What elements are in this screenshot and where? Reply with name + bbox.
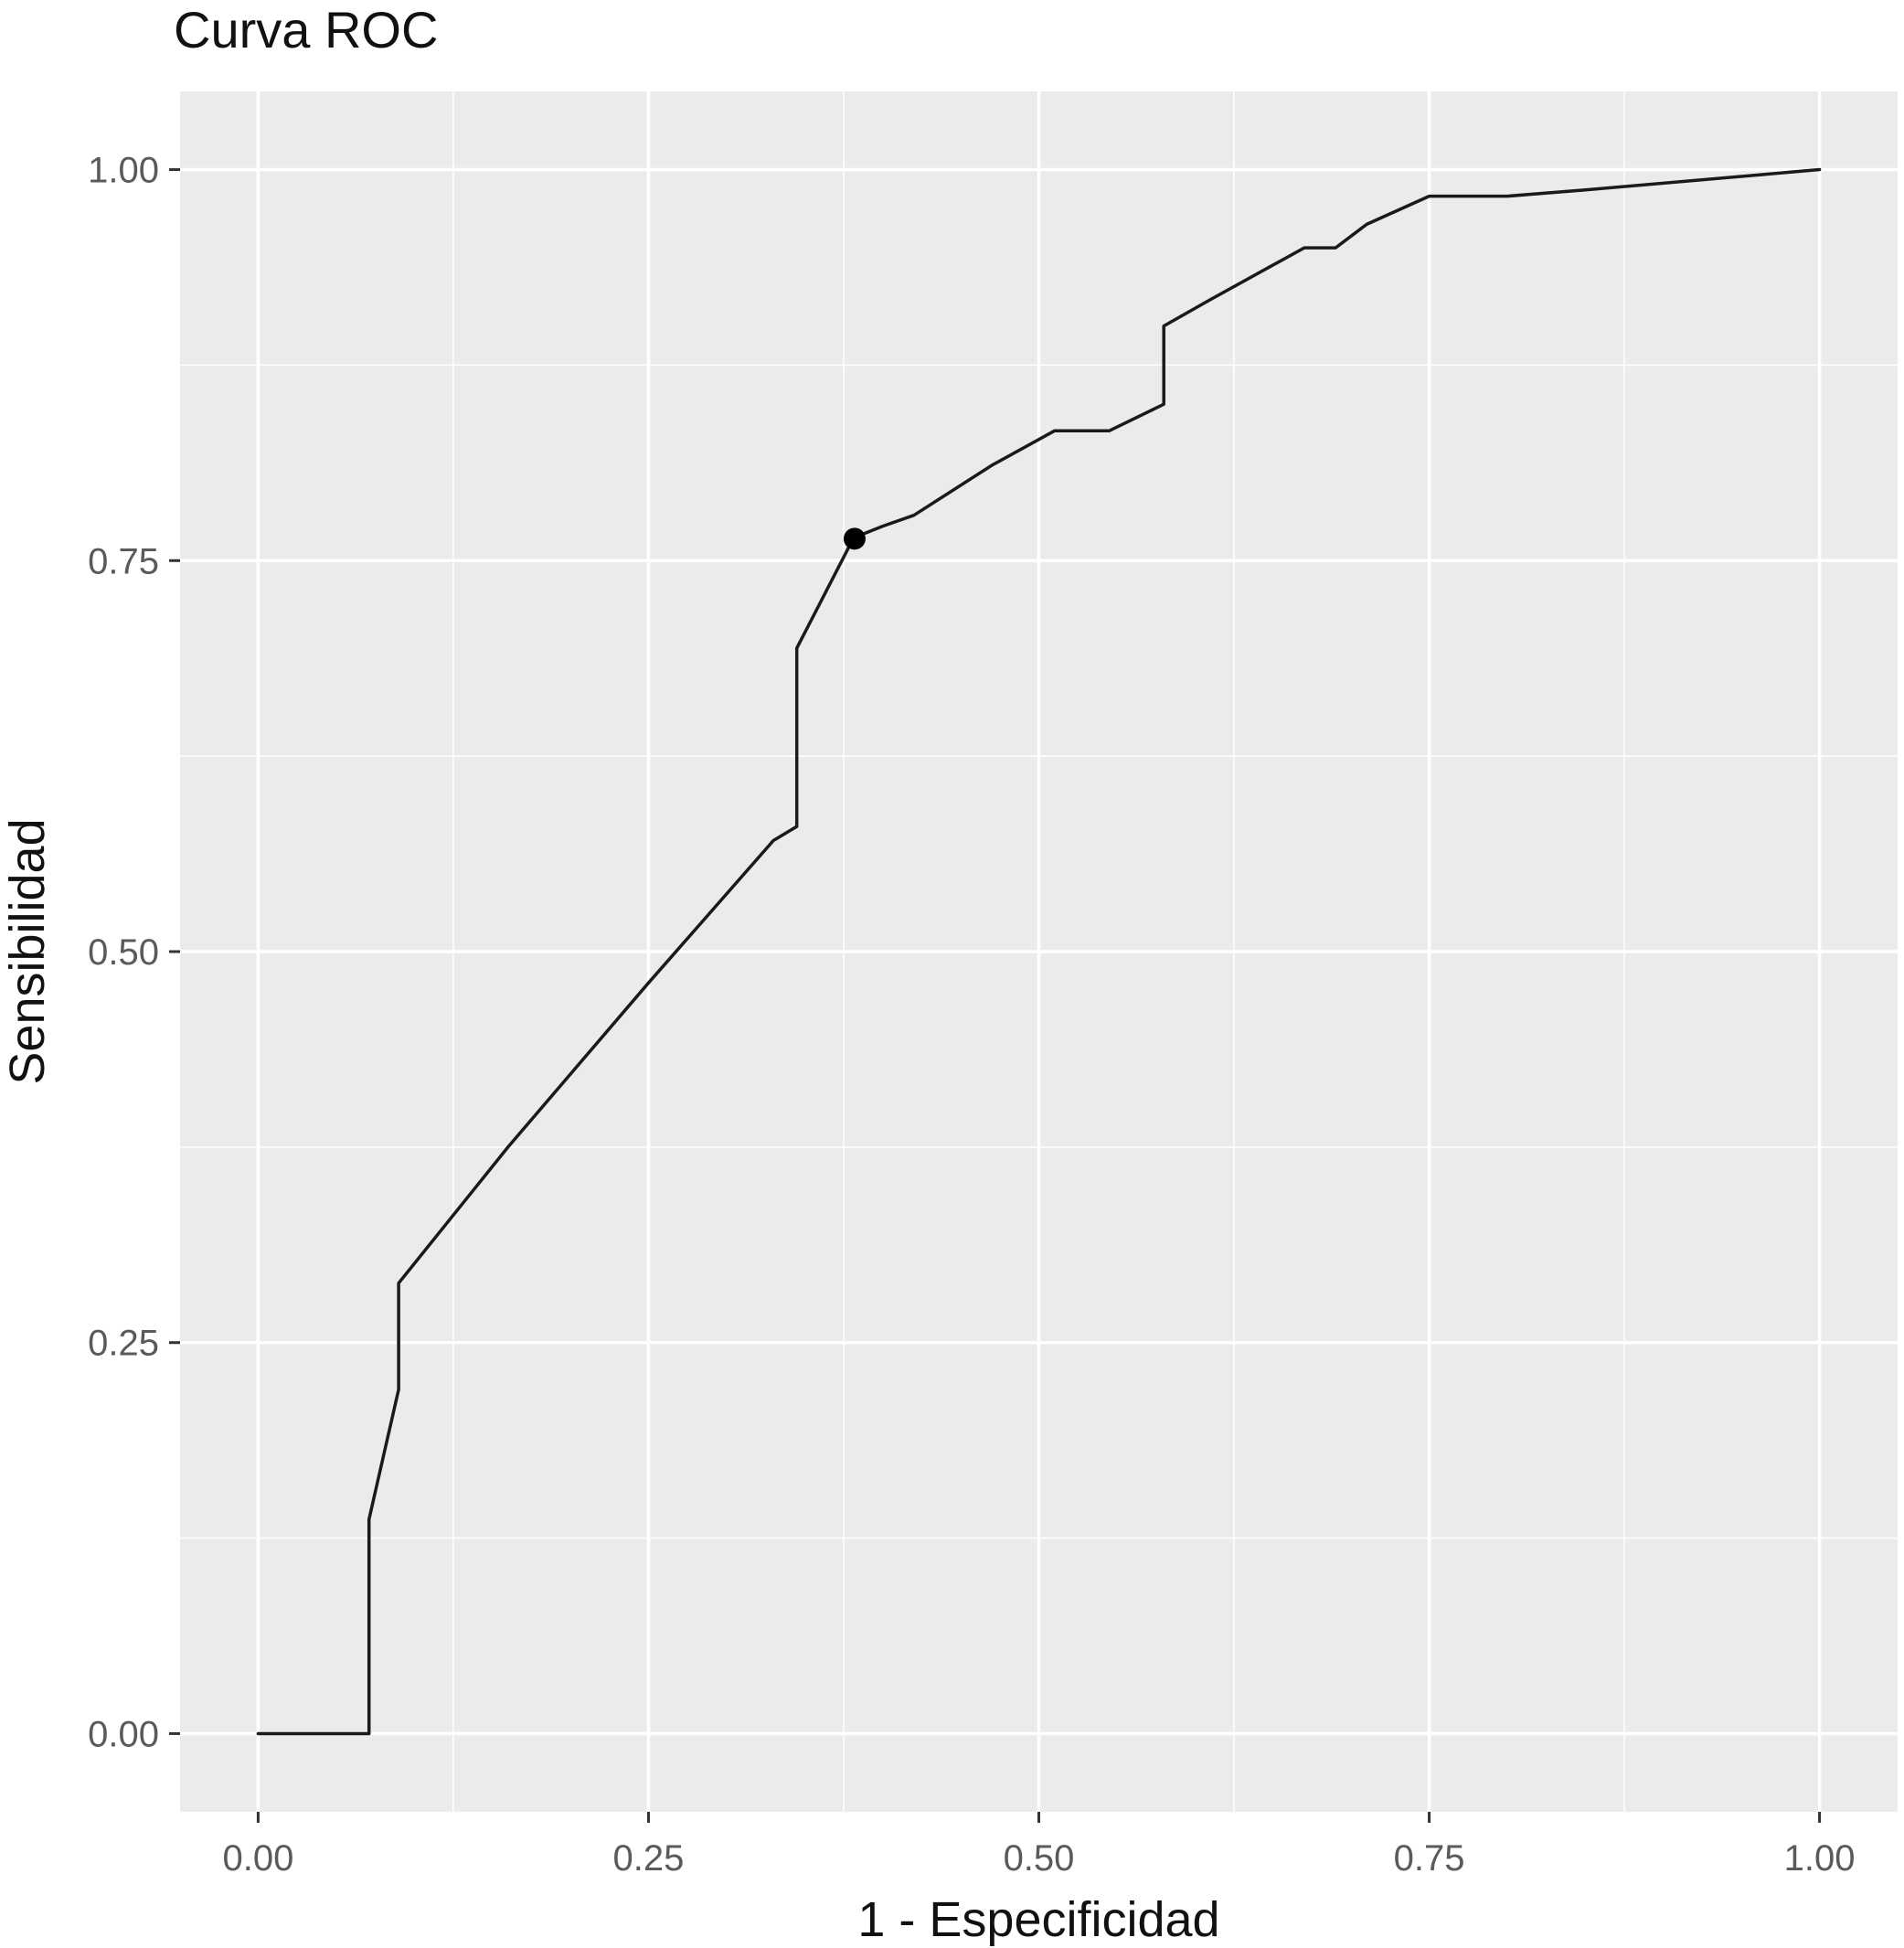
x-tick-label: 0.00	[222, 1838, 293, 1879]
y-tick-label: 1.00	[88, 151, 159, 191]
y-tick-label: 0.75	[88, 541, 159, 581]
y-axis-ticks: 0.00 0.25 0.50 0.75 1.00	[88, 151, 180, 1754]
y-tick-label: 0.00	[88, 1714, 159, 1754]
x-tick-label: 1.00	[1784, 1838, 1856, 1879]
roc-curve-line	[256, 167, 1822, 1736]
optimal-cutoff-point	[843, 527, 866, 550]
series-layer	[256, 167, 1822, 1736]
y-tick-label: 0.25	[88, 1324, 159, 1364]
x-tick-label: 0.25	[613, 1838, 685, 1879]
major-gridlines	[180, 91, 1898, 1812]
x-axis-title: 1 - Especificidad	[857, 1892, 1219, 1947]
y-axis-title: Sensibilidad	[0, 818, 55, 1084]
x-tick-label: 0.75	[1394, 1838, 1465, 1879]
y-tick-label: 0.50	[88, 932, 159, 973]
x-axis-ticks: 0.00 0.25 0.50 0.75 1.00	[222, 1812, 1856, 1879]
chart-title: Curva ROC	[174, 1, 438, 59]
x-tick-label: 0.50	[1004, 1838, 1075, 1879]
